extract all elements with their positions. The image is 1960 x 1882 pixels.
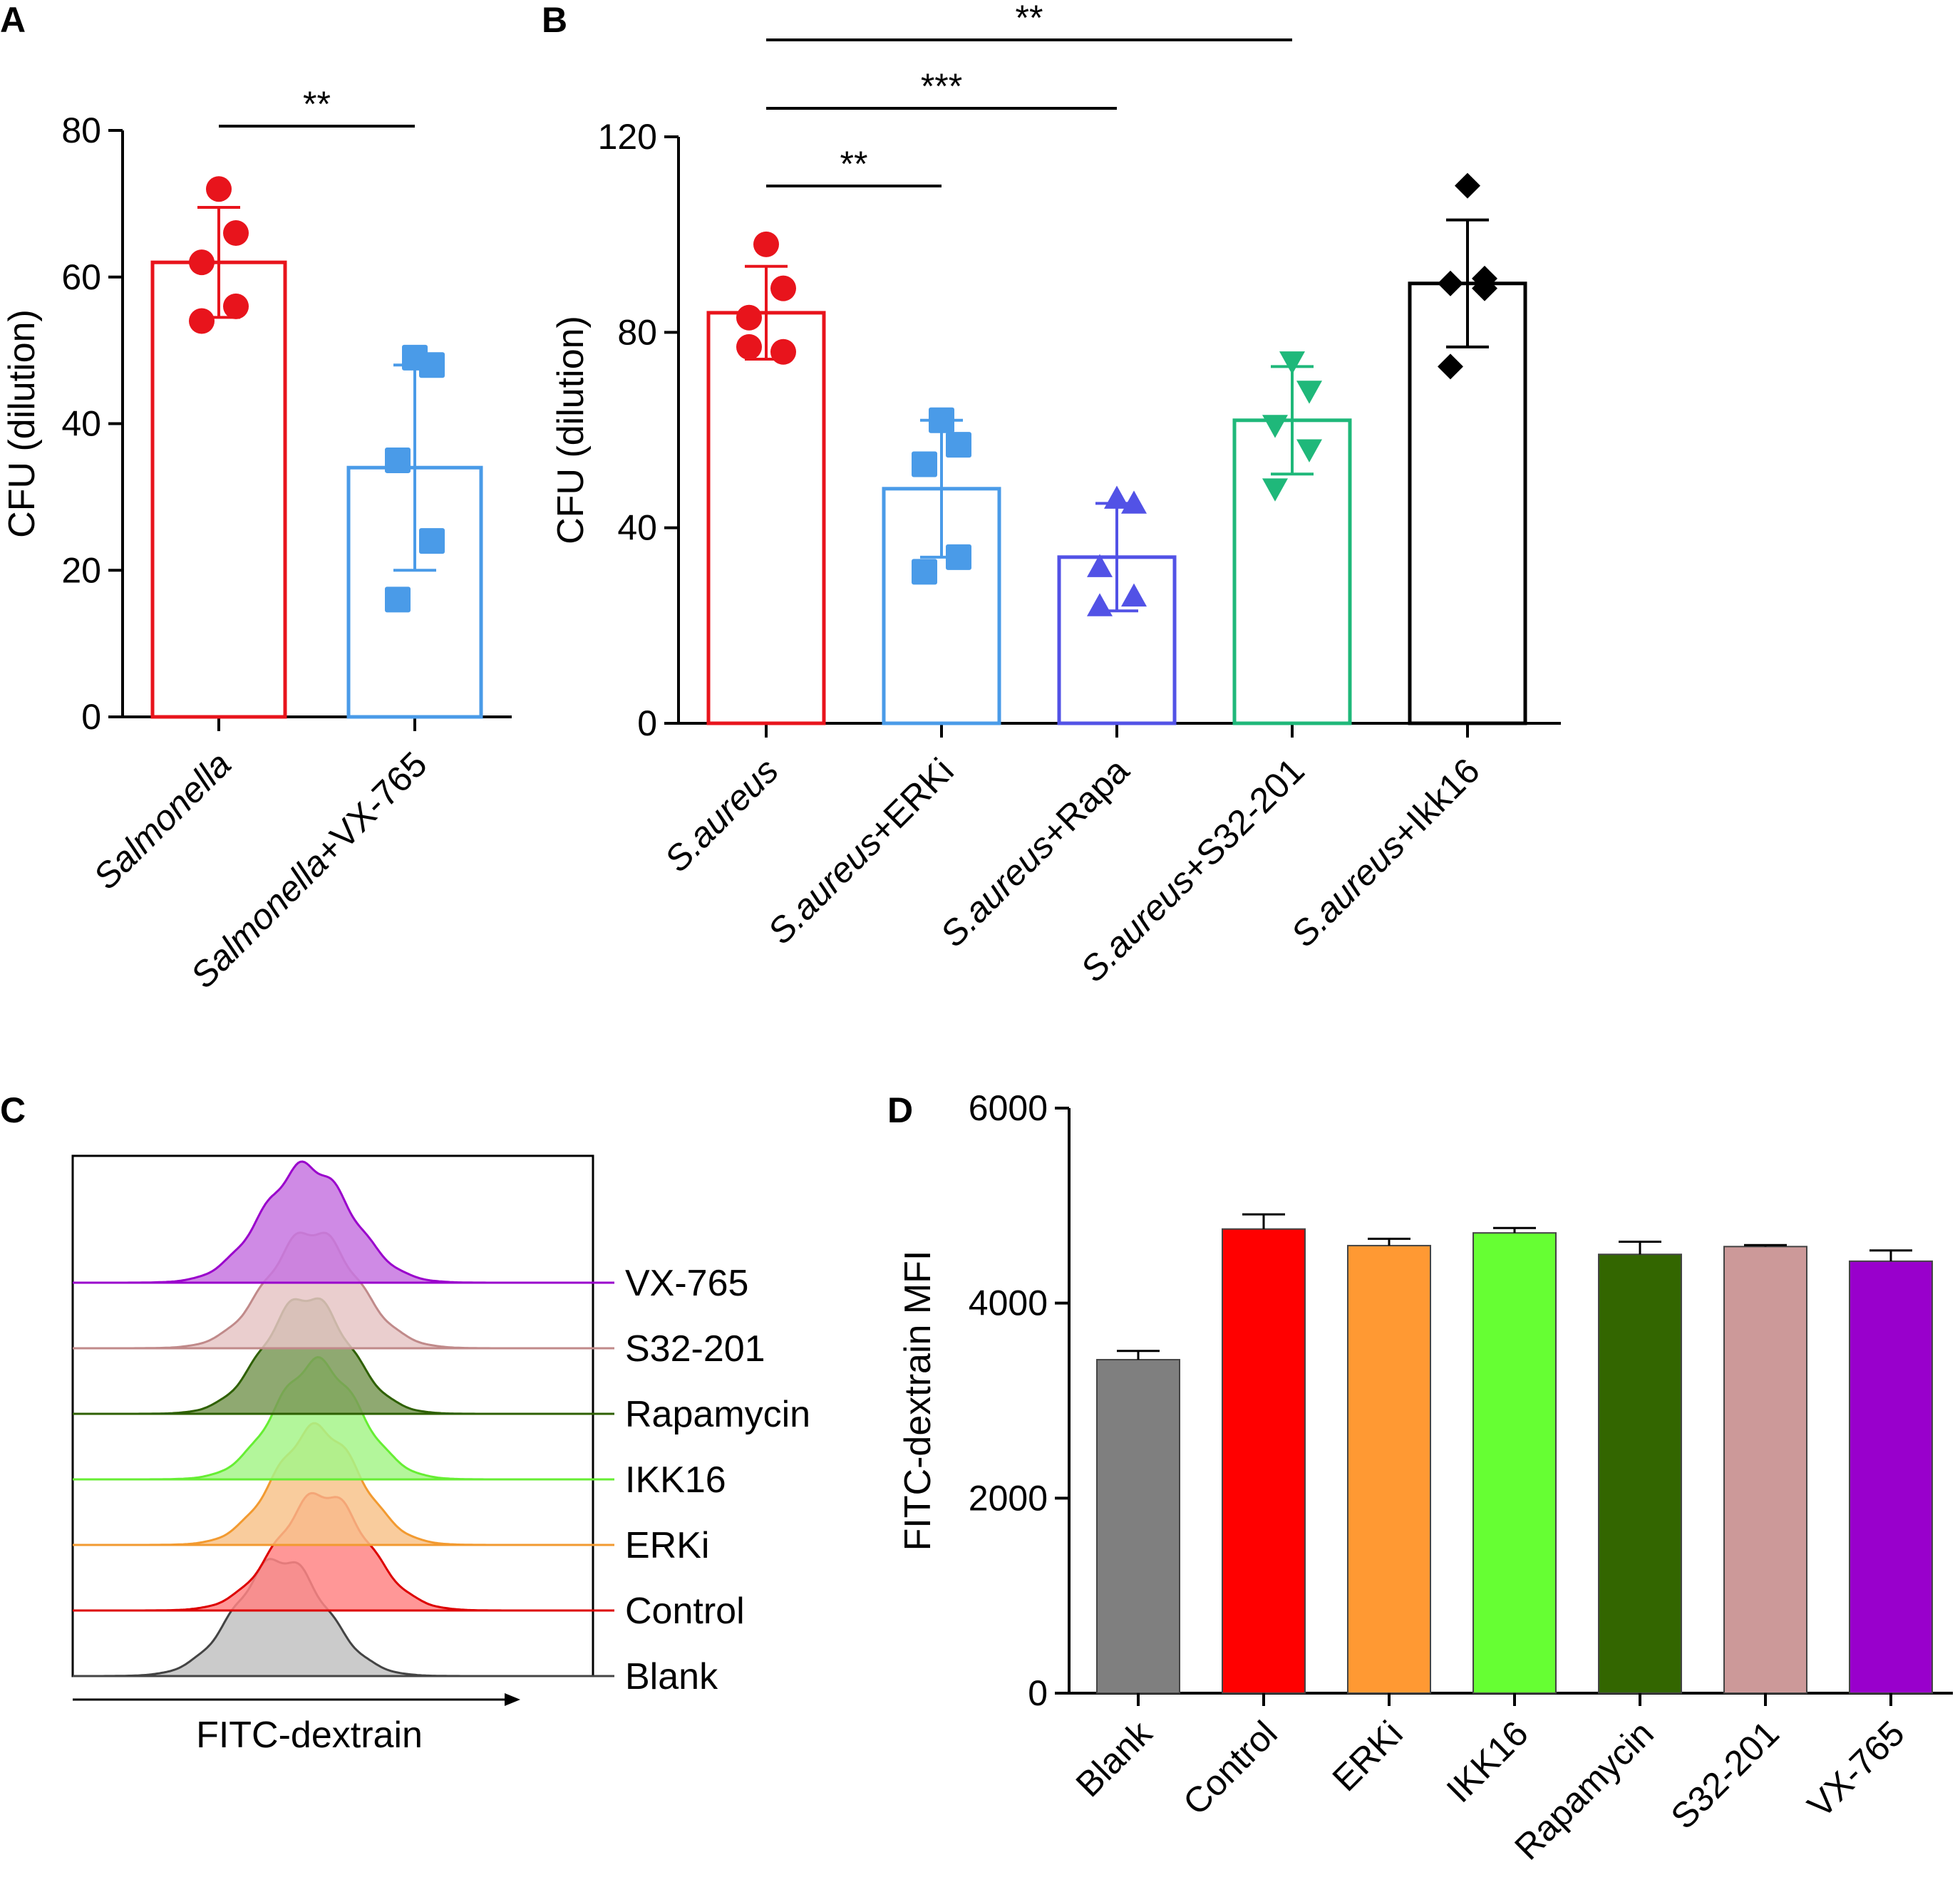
- chart-b: 0 40 80 120 CFU (dilution) S.aureusS.aureus+E…: [550, 0, 1561, 990]
- x-axis-title: FITC-dextrain: [196, 1715, 423, 1756]
- bar-rapamycin: [1598, 1253, 1682, 1694]
- x-tick-label: S32-201: [1664, 1713, 1787, 1836]
- histogram-blank: [73, 1558, 593, 1677]
- bar-s32-201: [1723, 1246, 1807, 1694]
- x-tick-label: S.aureus+Ikk16: [1284, 750, 1487, 954]
- bar: [150, 260, 287, 719]
- data-point: [1121, 490, 1147, 514]
- data-point: [1121, 583, 1147, 607]
- bar: [1408, 281, 1527, 725]
- panel-label-d: D: [887, 1090, 913, 1130]
- data-point: [946, 432, 971, 458]
- data-point: [1455, 172, 1480, 199]
- data-point: [1087, 593, 1113, 616]
- data-point: [736, 334, 762, 360]
- data-point: [1279, 351, 1305, 375]
- data-point: [736, 304, 762, 331]
- x-tick-label: Salmonella: [86, 744, 239, 897]
- bar: [706, 311, 826, 725]
- data-point: [1472, 275, 1497, 301]
- data-point: [419, 528, 445, 554]
- y-tick-label: 40: [617, 508, 657, 548]
- data-point: [770, 338, 796, 365]
- y-tick-label: 40: [61, 404, 101, 444]
- data-point: [223, 293, 249, 319]
- y-tick-label: 80: [61, 110, 101, 150]
- data-point: [385, 447, 411, 473]
- bar-control: [1222, 1228, 1306, 1694]
- data-point: [912, 559, 937, 585]
- y-tick-label: 2000: [969, 1478, 1048, 1518]
- x-tick-label: S.aureus+Rapa: [932, 750, 1136, 954]
- y-tick-label: 80: [617, 312, 657, 352]
- y-tick-label: 0: [81, 697, 101, 737]
- data-point: [753, 231, 779, 257]
- legend-label: Blank: [625, 1656, 718, 1697]
- x-tick-label: ERKi: [1325, 1713, 1410, 1799]
- significance-label: ***: [921, 66, 962, 106]
- y-tick-label: 0: [1028, 1673, 1048, 1713]
- panel-label-a: A: [0, 0, 26, 40]
- y-tick-label: 20: [61, 550, 101, 590]
- x-tick-label: VX-765: [1800, 1713, 1912, 1826]
- significance-label: **: [840, 144, 868, 184]
- bar-blank: [1096, 1359, 1180, 1695]
- data-point: [223, 220, 249, 247]
- data-point: [419, 352, 445, 378]
- legend-label: VX-765: [625, 1263, 748, 1304]
- x-tick-label: S.aureus+ERKi: [760, 750, 961, 951]
- bar-vx-765: [1849, 1260, 1933, 1695]
- data-point: [206, 176, 232, 202]
- data-point: [385, 586, 411, 613]
- panel-label-c: C: [0, 1090, 26, 1130]
- data-point: [770, 275, 796, 301]
- data-point: [929, 407, 954, 433]
- significance-label: **: [303, 84, 331, 124]
- y-axis-title: CFU (dilution): [550, 316, 592, 544]
- legend-label: ERKi: [625, 1525, 709, 1566]
- y-axis-title: FITC-dextrain MFI: [897, 1251, 939, 1551]
- significance-label: **: [1016, 0, 1043, 38]
- data-point: [1296, 439, 1322, 462]
- data-point: [189, 249, 215, 276]
- x-tick-label: S.aureus: [657, 750, 786, 879]
- data-point: [1262, 415, 1288, 438]
- y-tick-label: 6000: [969, 1088, 1048, 1128]
- legend-label: Control: [625, 1591, 745, 1632]
- x-tick-label: IKK16: [1439, 1713, 1536, 1810]
- data-point: [946, 544, 971, 570]
- legend-label: Rapamycin: [625, 1394, 810, 1435]
- bar-ikk16: [1472, 1232, 1557, 1694]
- legend-label: S32-201: [625, 1328, 765, 1370]
- chart-c: Blank Control ERKi IKK16 Rapamycin S32-201 VX-…: [71, 1154, 810, 1756]
- y-tick-label: 0: [637, 703, 657, 743]
- data-point: [1296, 381, 1322, 404]
- histogram-vx-765: [73, 1160, 593, 1284]
- y-tick-label: 60: [61, 257, 101, 297]
- data-point: [189, 308, 215, 334]
- y-tick-label: 120: [598, 117, 657, 157]
- y-tick-label: 4000: [969, 1283, 1048, 1323]
- data-point: [1438, 353, 1463, 380]
- bar-erki: [1347, 1244, 1431, 1695]
- y-axis-title: CFU (dilution): [1, 309, 43, 538]
- x-tick-label: Control: [1175, 1713, 1285, 1823]
- data-point: [912, 451, 937, 477]
- data-point: [1262, 478, 1288, 502]
- data-point: [1104, 485, 1130, 509]
- arrow-head: [505, 1693, 520, 1706]
- legend-label: IKK16: [625, 1459, 726, 1501]
- chart-d: 0 2000 4000 6000 FITC-dextrain MFI Blank Contr…: [897, 1088, 1953, 1868]
- panel-label-b: B: [542, 0, 567, 40]
- data-point: [1438, 270, 1463, 296]
- data-point: [1087, 554, 1113, 577]
- x-tick-label: Blank: [1068, 1712, 1160, 1804]
